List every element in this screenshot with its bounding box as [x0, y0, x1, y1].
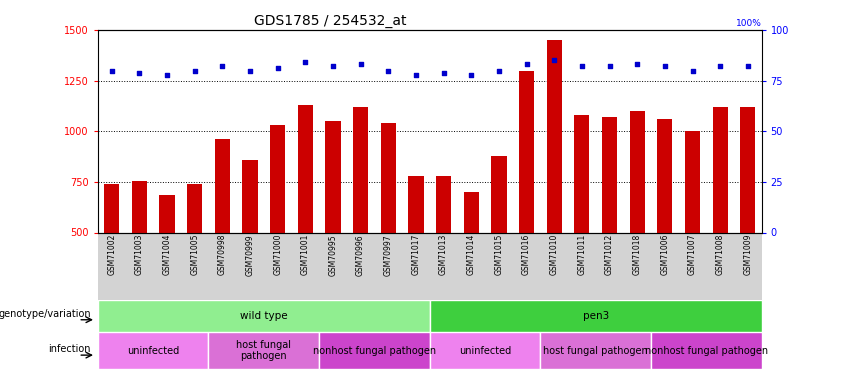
- Bar: [353, 107, 368, 232]
- Bar: [270, 125, 285, 232]
- Point: [160, 72, 174, 78]
- Bar: [104, 184, 119, 232]
- Bar: [159, 195, 174, 232]
- Point: [243, 68, 257, 74]
- Point: [547, 57, 561, 63]
- Point: [381, 68, 395, 74]
- FancyBboxPatch shape: [98, 300, 430, 332]
- Bar: [187, 184, 203, 232]
- Bar: [657, 119, 672, 232]
- FancyBboxPatch shape: [319, 332, 430, 369]
- Text: wild type: wild type: [240, 311, 288, 321]
- Point: [271, 66, 284, 72]
- FancyBboxPatch shape: [651, 332, 762, 369]
- Point: [631, 62, 644, 68]
- Point: [299, 59, 312, 65]
- Bar: [740, 107, 756, 232]
- Bar: [519, 70, 534, 232]
- Bar: [325, 121, 340, 232]
- FancyBboxPatch shape: [208, 332, 319, 369]
- Point: [575, 63, 589, 69]
- Point: [215, 63, 229, 69]
- Text: genotype/variation: genotype/variation: [0, 309, 91, 320]
- Bar: [436, 176, 451, 232]
- FancyBboxPatch shape: [430, 300, 762, 332]
- Bar: [408, 176, 424, 232]
- Point: [133, 69, 146, 75]
- Bar: [491, 156, 506, 232]
- Point: [713, 63, 727, 69]
- Text: infection: infection: [49, 344, 91, 354]
- Point: [658, 63, 671, 69]
- Title: GDS1785 / 254532_at: GDS1785 / 254532_at: [254, 13, 407, 28]
- Bar: [630, 111, 645, 232]
- Bar: [214, 140, 230, 232]
- Point: [492, 68, 505, 74]
- Bar: [132, 181, 147, 232]
- Bar: [685, 131, 700, 232]
- Point: [465, 72, 478, 78]
- FancyBboxPatch shape: [540, 332, 651, 369]
- Point: [437, 69, 450, 75]
- Bar: [602, 117, 617, 232]
- Point: [603, 63, 616, 69]
- Point: [686, 68, 700, 74]
- Bar: [243, 160, 258, 232]
- Point: [105, 68, 118, 74]
- Bar: [380, 123, 396, 232]
- FancyBboxPatch shape: [430, 332, 540, 369]
- Text: uninfected: uninfected: [459, 346, 511, 355]
- Text: nonhost fungal pathogen: nonhost fungal pathogen: [645, 346, 768, 355]
- Text: host fungal
pathogen: host fungal pathogen: [237, 340, 291, 362]
- Text: uninfected: uninfected: [127, 346, 180, 355]
- Bar: [546, 40, 562, 232]
- Point: [354, 62, 368, 68]
- Text: 100%: 100%: [736, 19, 762, 28]
- Bar: [712, 107, 728, 232]
- Text: pen3: pen3: [583, 311, 608, 321]
- Point: [326, 63, 340, 69]
- Text: nonhost fungal pathogen: nonhost fungal pathogen: [313, 346, 436, 355]
- Bar: [298, 105, 313, 232]
- Point: [409, 72, 423, 78]
- Bar: [574, 115, 590, 232]
- Point: [520, 62, 534, 68]
- Text: host fungal pathogen: host fungal pathogen: [543, 346, 648, 355]
- FancyBboxPatch shape: [98, 332, 208, 369]
- Point: [188, 68, 202, 74]
- Point: [741, 63, 755, 69]
- Bar: [464, 192, 479, 232]
